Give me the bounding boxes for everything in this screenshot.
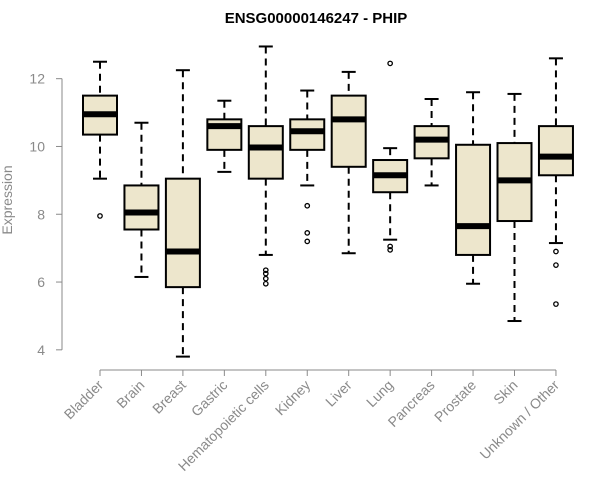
box-group [247,45,284,287]
y-axis: 4 6 8 10 12 [29,71,63,358]
outlier-point [387,60,393,67]
box-iqr [330,94,367,168]
y-tick-label: 4 [37,342,45,358]
outlier-point [304,230,311,236]
chart-title: ENSG00000146247 - PHIP [225,10,408,27]
x-tick-label: Skin [490,377,521,408]
box-iqr [164,177,201,289]
outlier-point [97,213,103,219]
box-iqr [537,125,574,177]
y-tick-label: 6 [37,274,45,290]
box-iqr [123,184,160,231]
x-tick-label: Unknown / Other [476,377,562,463]
box-group [413,98,450,187]
x-tick-label: Bladder [61,377,107,423]
y-axis-label: Expression [0,165,15,234]
box-group [82,60,118,219]
box-group [537,57,574,307]
box-series [82,45,574,358]
outlier-point [262,280,269,287]
x-tick-label: Lung [363,377,396,410]
box-group [455,91,492,285]
outlier-point [304,238,311,245]
outlier-point [553,262,559,268]
x-tick-label: Liver [322,377,355,410]
box-group [164,69,201,358]
box-iqr [247,125,284,180]
box-group [372,60,409,253]
box-group [206,99,243,173]
x-tick-label: Kidney [272,377,314,419]
x-tick-label: Breast [149,377,189,417]
outlier-point [304,202,311,209]
outlier-point [387,246,393,253]
box-group [330,70,367,255]
y-tick-label: 12 [29,71,45,87]
box-group [289,89,326,245]
outlier-point [262,267,269,274]
outlier-point [553,301,559,307]
box-group [123,121,160,278]
box-iqr [455,143,492,256]
x-tick-label: Brain [113,377,147,411]
y-tick-label: 10 [29,138,45,154]
box-iqr [289,118,326,151]
outlier-point [387,243,393,250]
outlier-point [262,275,269,282]
x-tick-label: Prostate [431,377,479,425]
outlier-point [262,270,269,277]
outlier-point [553,248,559,255]
box-group [496,92,533,323]
y-tick-label: 8 [37,206,45,222]
